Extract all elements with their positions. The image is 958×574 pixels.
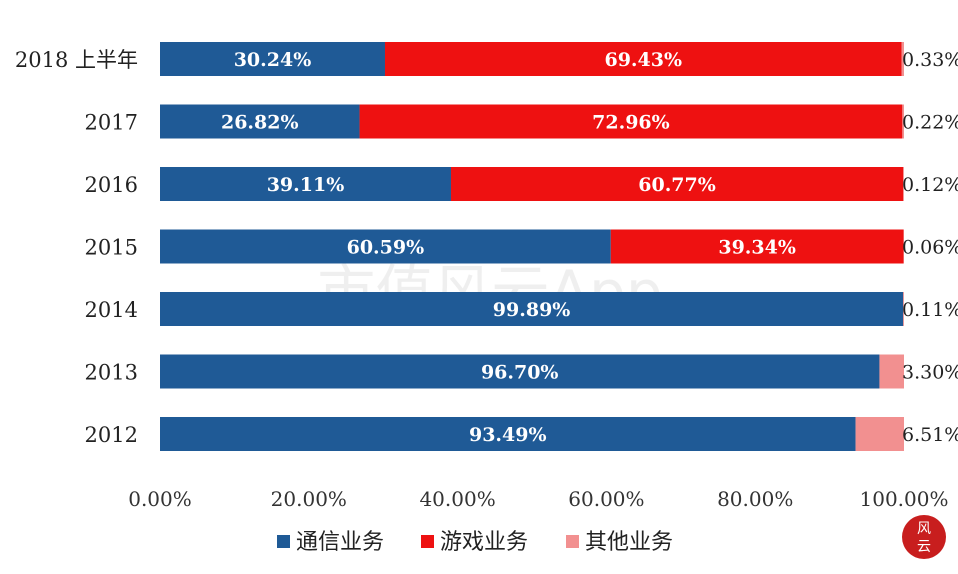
data-label: 30.24%: [234, 49, 312, 71]
y-tick-label: 2014: [85, 298, 138, 322]
y-tick-label: 2017: [85, 111, 138, 135]
x-tick-label: 40.00%: [419, 487, 495, 511]
svg-text:云: 云: [917, 539, 931, 555]
bar-segment-2: [359, 104, 903, 139]
x-tick-label: 60.00%: [568, 487, 644, 511]
svg-text:风: 风: [917, 521, 931, 537]
y-tick-label: 2013: [85, 361, 138, 385]
bar-segment-1: [160, 417, 856, 451]
data-label: 72.96%: [592, 112, 670, 134]
bar-segment-1: [160, 42, 385, 76]
data-label: 0.06%: [902, 237, 958, 259]
y-tick-label: 2012: [85, 423, 138, 447]
bar-segment-3: [879, 354, 904, 389]
data-label: 39.11%: [267, 174, 345, 196]
legend-swatch: [277, 535, 290, 548]
bar-segment-1: [160, 229, 611, 264]
bar-segment-3: [903, 167, 904, 201]
data-label: 60.59%: [347, 237, 425, 259]
bar-segment-1: [160, 292, 904, 326]
legend-swatch: [421, 535, 434, 548]
y-tick-label: 2016: [85, 173, 138, 197]
data-label: 0.22%: [902, 112, 958, 134]
x-tick-label: 80.00%: [717, 487, 793, 511]
data-label: 3.30%: [902, 362, 958, 384]
stamp-logo: 风 云: [902, 515, 946, 559]
data-label: 0.12%: [902, 174, 958, 196]
y-tick-label: 2015: [85, 236, 138, 260]
data-label: 26.82%: [221, 112, 299, 134]
bar-segment-1: [160, 354, 880, 389]
legend-label: 通信业务: [296, 530, 384, 555]
data-label: 93.49%: [469, 424, 547, 446]
data-label: 0.11%: [902, 299, 958, 321]
legend-label: 游戏业务: [440, 530, 528, 555]
data-label: 0.33%: [902, 49, 958, 71]
data-label: 99.89%: [493, 299, 571, 321]
x-tick-label: 0.00%: [128, 487, 192, 511]
x-tick-label: 100.00%: [860, 487, 949, 511]
data-label: 60.77%: [638, 174, 716, 196]
bar-segment-3: [855, 417, 904, 451]
bar-segment-2: [450, 167, 904, 201]
bar-segment-3: [902, 104, 904, 139]
bar-segment-3: [901, 42, 904, 76]
bar-segment-1: [160, 104, 360, 139]
x-tick-label: 20.00%: [271, 487, 347, 511]
bar-segment-2: [610, 229, 904, 264]
legend-swatch: [566, 535, 579, 548]
y-tick-label: 2018 上半年: [15, 48, 138, 72]
data-label: 69.43%: [604, 49, 682, 71]
data-label: 39.34%: [718, 237, 796, 259]
data-label: 96.70%: [481, 362, 559, 384]
bar-segment-1: [160, 167, 451, 201]
bar-segment-2: [384, 42, 902, 76]
legend-label: 其他业务: [585, 530, 673, 555]
data-label: 6.51%: [902, 424, 958, 446]
bar-segment-3: [903, 292, 904, 326]
